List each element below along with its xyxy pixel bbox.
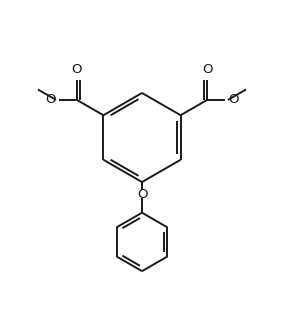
- Text: O: O: [72, 63, 82, 76]
- Text: O: O: [229, 94, 239, 106]
- Text: O: O: [202, 63, 212, 76]
- Text: O: O: [45, 94, 55, 106]
- Text: O: O: [137, 188, 147, 201]
